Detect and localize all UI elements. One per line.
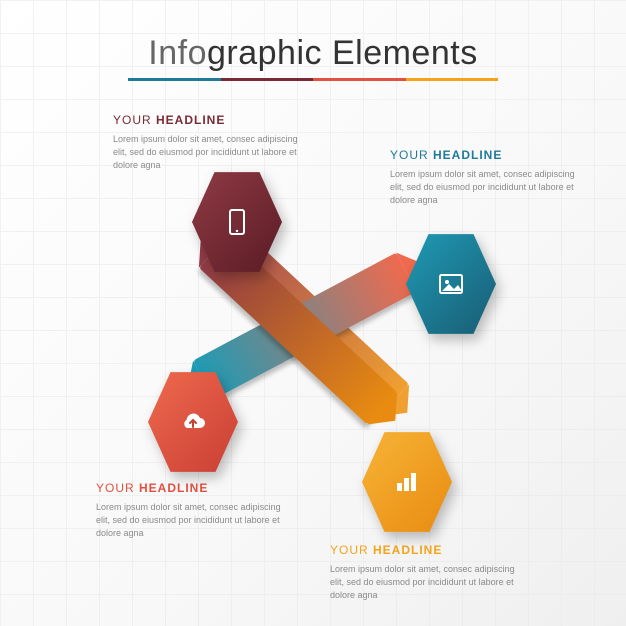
hex-node-tr: [406, 232, 496, 336]
body-text: Lorem ipsum dolor sit amet, consec adipi…: [96, 501, 281, 540]
hex-node-tl: [192, 170, 282, 274]
hex-node-br: [362, 430, 452, 534]
body-text: Lorem ipsum dolor sit amet, consec adipi…: [113, 133, 298, 172]
hex-node-bl: [148, 370, 238, 474]
text-block-tl: YOUR HEADLINE Lorem ipsum dolor sit amet,…: [113, 112, 298, 173]
text-block-br: YOUR HEADLINE Lorem ipsum dolor sit amet,…: [330, 542, 515, 603]
text-block-bl: YOUR HEADLINE Lorem ipsum dolor sit amet,…: [96, 480, 281, 541]
headline: YOUR HEADLINE: [330, 542, 515, 559]
chart-icon: [393, 468, 421, 496]
body-text: Lorem ipsum dolor sit amet, consec adipi…: [390, 168, 575, 207]
text-block-tr: YOUR HEADLINE Lorem ipsum dolor sit amet,…: [390, 147, 575, 208]
headline: YOUR HEADLINE: [390, 147, 575, 164]
headline: YOUR HEADLINE: [96, 480, 281, 497]
infographic-stage: YOUR HEADLINE Lorem ipsum dolor sit amet,…: [0, 0, 626, 626]
body-text: Lorem ipsum dolor sit amet, consec adipi…: [330, 563, 515, 602]
headline: YOUR HEADLINE: [113, 112, 298, 129]
cloud-icon: [179, 408, 207, 436]
image-icon: [437, 270, 465, 298]
phone-icon: [223, 208, 251, 236]
